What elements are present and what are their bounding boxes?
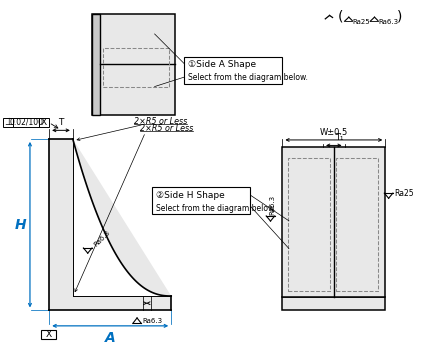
Text: ): ) — [397, 10, 403, 23]
Text: Select from the diagram below.: Select from the diagram below. — [156, 204, 276, 213]
Bar — [288, 158, 330, 291]
Text: (: ( — [337, 10, 343, 23]
Text: T₁: T₁ — [335, 133, 344, 142]
Bar — [92, 14, 100, 115]
Bar — [92, 14, 175, 115]
Polygon shape — [73, 139, 171, 296]
Bar — [41, 330, 56, 339]
Text: Select from the diagram below.: Select from the diagram below. — [188, 73, 308, 82]
Text: Ra6.3: Ra6.3 — [142, 318, 162, 324]
Text: Ra25: Ra25 — [394, 189, 414, 198]
Bar — [49, 296, 171, 310]
Text: 0.02/100: 0.02/100 — [9, 118, 43, 127]
Text: Ra6.3: Ra6.3 — [269, 195, 275, 215]
Bar — [282, 297, 385, 310]
Text: 2×R5 or Less: 2×R5 or Less — [140, 124, 193, 133]
Text: A: A — [105, 331, 116, 343]
Text: 2×R5 or Less: 2×R5 or Less — [134, 117, 187, 126]
Bar — [184, 57, 282, 84]
Bar — [152, 187, 250, 214]
Text: Ra6.3: Ra6.3 — [378, 19, 398, 25]
Text: Ra6.3: Ra6.3 — [93, 229, 111, 248]
Text: Ra25: Ra25 — [353, 19, 370, 25]
Text: T: T — [58, 118, 64, 127]
Bar — [49, 139, 73, 310]
Text: ②Side H Shape: ②Side H Shape — [156, 191, 225, 200]
Text: ⊥: ⊥ — [4, 117, 12, 128]
Bar — [103, 48, 169, 87]
Text: H: H — [15, 218, 27, 232]
Text: ①Side A Shape: ①Side A Shape — [188, 60, 256, 69]
Bar — [13, 118, 39, 127]
Bar — [39, 118, 49, 127]
Text: X: X — [41, 118, 47, 127]
Bar — [3, 118, 13, 127]
Text: W±0.5: W±0.5 — [320, 128, 348, 137]
Text: X: X — [45, 330, 51, 339]
Bar — [336, 158, 378, 291]
Bar — [282, 147, 385, 297]
